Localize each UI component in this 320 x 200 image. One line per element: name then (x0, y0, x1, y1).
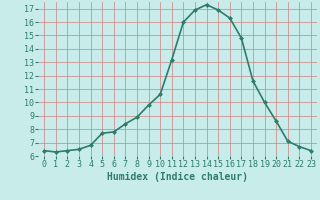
X-axis label: Humidex (Indice chaleur): Humidex (Indice chaleur) (107, 172, 248, 182)
